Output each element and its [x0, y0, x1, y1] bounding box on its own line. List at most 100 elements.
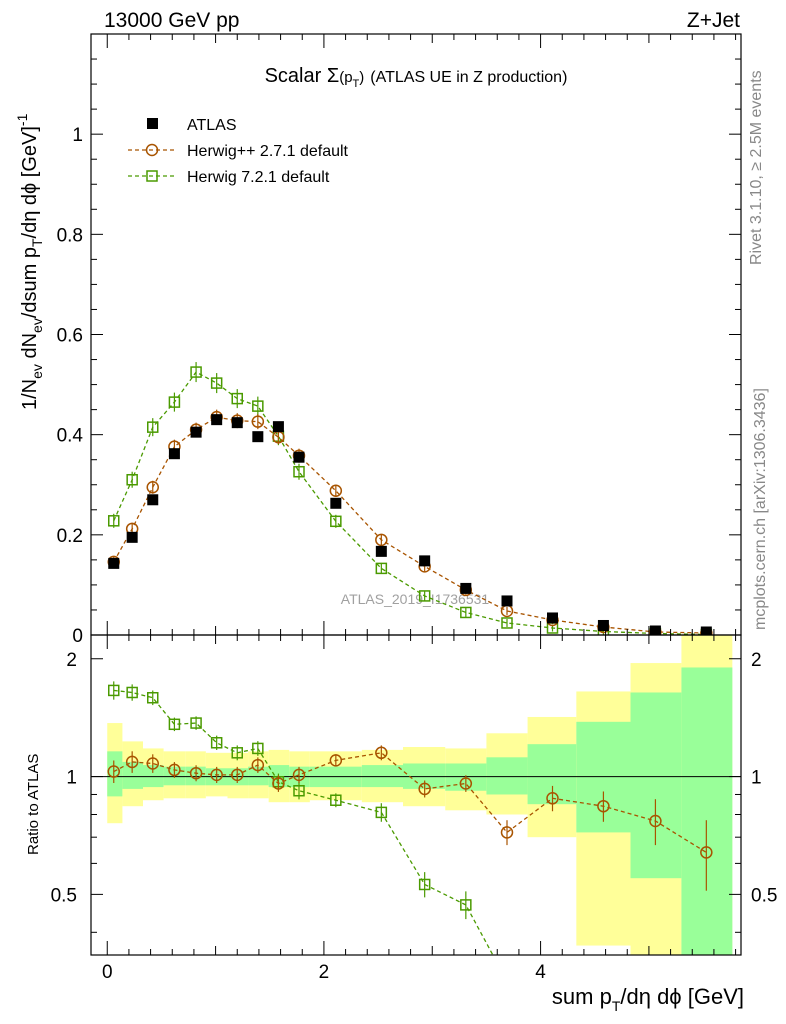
- y-axis-label: 1/Nev dNev/dsum pT/dη dϕ [GeV]-1: [14, 113, 45, 410]
- x-tick-label: 0: [102, 962, 113, 983]
- atlas-point: [419, 555, 431, 567]
- herwigpp-point: [251, 415, 265, 428]
- herwig7-point: [375, 562, 388, 575]
- x-tick-label: 2: [319, 962, 330, 983]
- band-green: [248, 766, 269, 786]
- ratio-herwigpp-point: [597, 799, 610, 813]
- herwigpp-point: [146, 481, 159, 494]
- ratio-herwig7-point: [231, 747, 243, 759]
- herwigpp-point: [329, 484, 343, 498]
- title-sub: T: [353, 78, 360, 90]
- herwig7-point: [501, 617, 513, 629]
- herwig7-point: [231, 392, 243, 405]
- ratio-herwigpp-point: [189, 766, 203, 780]
- legend-herwig7-marker: [146, 170, 158, 182]
- y-tick-label: 0.6: [57, 326, 83, 347]
- band-green: [107, 751, 123, 797]
- rivet-label: Rivet 3.1.10, ≥ 2.5M events: [748, 70, 765, 265]
- band-green: [681, 667, 733, 955]
- herwig7-point: [126, 473, 138, 486]
- ratio-herwig7-point: [418, 878, 431, 891]
- atlas-point: [700, 626, 712, 635]
- y-tick-label: 0: [72, 626, 83, 647]
- herwig7-point: [330, 515, 342, 528]
- atlas-point: [597, 619, 609, 631]
- ratio-herwigpp-point: [546, 792, 559, 805]
- legend: ATLAS Herwig++ 2.7.1 default Herwig 7.2.…: [128, 117, 349, 186]
- ratio-y-tick-label: 0.5: [51, 885, 77, 906]
- ratio-herwig7-point: [210, 737, 223, 749]
- x-tick-label: 4: [535, 962, 546, 983]
- y-tick-label: 0.8: [57, 225, 83, 246]
- herwig7-point: [252, 400, 264, 412]
- ratio-y-tick-label: 2: [66, 650, 77, 671]
- ratio-herwigpp-point: [251, 758, 265, 772]
- ratio-herwig7-point: [293, 784, 305, 797]
- ratio-y-tick-label-right: 2: [751, 650, 762, 671]
- ratio-herwig7-point: [375, 806, 388, 819]
- atlas-point: [501, 595, 513, 607]
- axis-ticks: [91, 33, 741, 955]
- atlas-point: [147, 494, 159, 506]
- herwigpp-point: [375, 533, 388, 547]
- title-arg: (p: [339, 69, 352, 86]
- ratio-herwig7-point: [330, 794, 342, 806]
- ratio-herwig7-point: [126, 686, 138, 699]
- herwig7-point: [210, 377, 223, 389]
- legend-atlas-label: ATLAS: [187, 117, 237, 134]
- herwig7-point: [168, 396, 181, 408]
- ratio-y-tick-label-right: 0.5: [751, 885, 777, 906]
- atlas-point: [375, 545, 387, 557]
- ratio-herwig7-point: [460, 899, 472, 911]
- band-green: [122, 761, 143, 789]
- y-tick-label: 0.4: [57, 426, 84, 447]
- atlas-point: [460, 582, 472, 594]
- ratio-herwigpp-point: [125, 755, 139, 769]
- atlas-point: [126, 531, 138, 543]
- ratio-y-tick-label: 1: [66, 768, 77, 789]
- ratio-y-axis-label: Ratio to ATLAS: [25, 754, 42, 855]
- atlas-point: [272, 421, 284, 433]
- herwig7-point: [418, 590, 431, 602]
- ratio-herwigpp-point: [329, 754, 343, 767]
- ratio-herwigpp-point: [649, 814, 662, 828]
- legend-atlas-marker: [147, 118, 158, 129]
- atlas-point: [547, 612, 558, 624]
- ratio-herwigpp-point: [107, 765, 120, 778]
- ratio-herwigpp-point: [459, 777, 473, 790]
- ratio-herwigpp-point: [375, 746, 388, 760]
- ratio-herwig7-point: [190, 717, 202, 729]
- ratio-herwigpp-point: [231, 768, 244, 782]
- ratio-herwigpp-point: [418, 782, 431, 796]
- ratio-herwigpp-point: [292, 768, 306, 782]
- title-rest: (ATLAS UE in Z production): [370, 69, 567, 86]
- herwig7-point: [147, 421, 159, 433]
- ratio-herwigpp-point: [700, 846, 713, 859]
- ratio-herwig7-point: [108, 684, 120, 697]
- band-green: [630, 692, 682, 879]
- y-tick-label: 1: [72, 125, 83, 146]
- ratio-herwig7-point: [252, 742, 264, 755]
- herwig7-point: [108, 515, 120, 527]
- herwig7-point: [293, 465, 305, 478]
- title-scalar: Scalar Σ: [265, 65, 340, 87]
- mcplots-label: mcplots.cern.ch [arXiv:1306.3436]: [752, 388, 769, 630]
- main-series: [107, 362, 713, 635]
- atlas-point: [168, 448, 180, 460]
- legend-herwig7-label: Herwig 7.2.1 default: [187, 169, 330, 186]
- y-tick-label: 0.2: [57, 526, 83, 547]
- atlas-point: [293, 451, 305, 463]
- energy-label: 13000 GeV pp: [104, 9, 239, 32]
- ratio-herwigpp-point: [500, 826, 514, 839]
- ratio-herwigpp-point: [210, 768, 223, 782]
- atlas-point: [190, 426, 202, 438]
- band-green: [486, 757, 528, 795]
- title-close: ): [359, 69, 364, 86]
- atlas-point: [108, 557, 120, 569]
- x-axis-label: sum pT/dη dϕ [GeV]: [552, 984, 744, 1014]
- ratio-bands: [107, 635, 733, 955]
- ratio-herwigpp-point: [168, 763, 181, 777]
- atlas-point: [231, 417, 243, 429]
- ratio-herwigpp-point: [272, 777, 285, 790]
